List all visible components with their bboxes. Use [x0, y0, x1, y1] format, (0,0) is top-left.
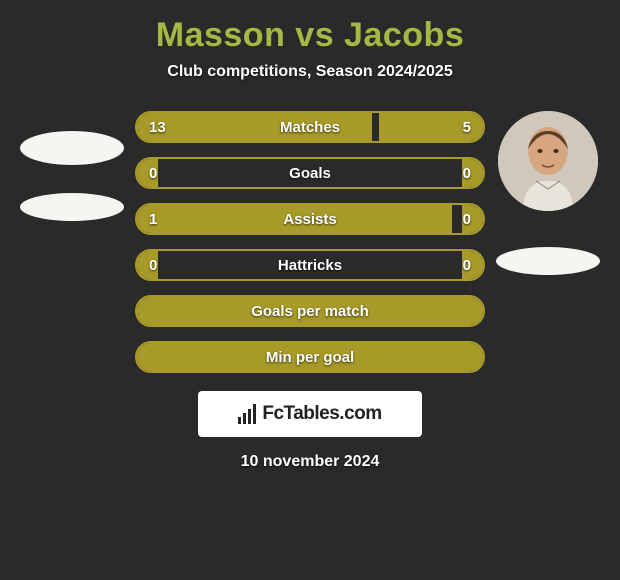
stat-bar: 0 0Goals [135, 157, 485, 189]
stat-bar: 135Matches [135, 111, 485, 143]
player-right-column [493, 111, 603, 275]
subtitle: Club competitions, Season 2024/2025 [0, 63, 620, 81]
bar-value-left: 0 [137, 251, 169, 279]
stat-bars: 135Matches00Goals10Assists00HattricksGoa… [135, 111, 485, 373]
player-left-avatar [20, 131, 124, 165]
stat-bar: 10Assists [135, 203, 485, 235]
player-left-column [17, 111, 127, 221]
player-right-avatar [498, 111, 598, 211]
player-right-flag [496, 247, 600, 275]
stat-bar: Goals per match [135, 295, 485, 327]
infographic-date: 10 november 2024 [0, 453, 620, 471]
page-title: Masson vs Jacobs [0, 16, 620, 55]
bar-value-left: 13 [137, 113, 178, 141]
bar-value-left: 1 [137, 205, 169, 233]
bar-value-right: 0 [451, 159, 483, 187]
main-row: 135Matches00Goals10Assists00HattricksGoa… [0, 111, 620, 373]
bar-fill-full [137, 343, 483, 371]
branding-text: FcTables.com [262, 403, 381, 425]
bar-value-right: 0 [451, 251, 483, 279]
branding-bars-icon [238, 404, 256, 424]
bar-value-left: 0 [137, 159, 169, 187]
bar-fill-full [137, 297, 483, 325]
stat-bar: Min per goal [135, 341, 485, 373]
bar-value-right: 0 [451, 205, 483, 233]
branding-badge: FcTables.com [198, 391, 422, 437]
player-left-flag [20, 193, 124, 221]
bar-label: Hattricks [137, 251, 483, 279]
avatar-photo-icon [498, 111, 598, 211]
comparison-infographic: Masson vs Jacobs Club competitions, Seas… [0, 0, 620, 471]
bar-value-right: 5 [451, 113, 483, 141]
bar-fill-left [137, 205, 452, 233]
stat-bar: 0 0Hattricks [135, 249, 485, 281]
bar-label: Goals [137, 159, 483, 187]
